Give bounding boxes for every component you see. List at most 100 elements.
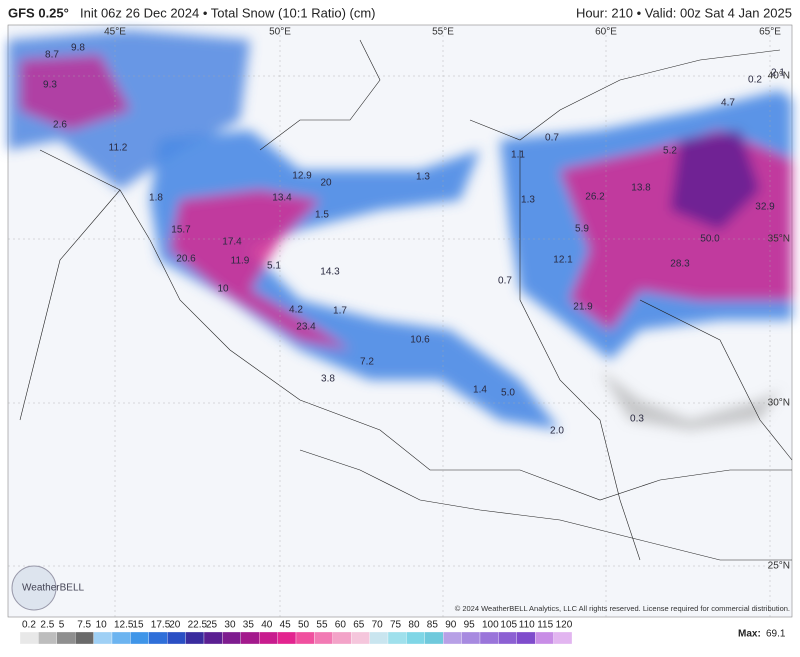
snow-value-label: 14.3 <box>320 267 340 278</box>
colorbar-label: 40 <box>261 620 273 631</box>
snow-value-label: 17.4 <box>222 237 242 248</box>
colorbar-label: 70 <box>372 620 384 631</box>
snow-value-label: 4.2 <box>289 305 303 316</box>
colorbar-swatch <box>516 631 536 645</box>
snow-value-label: 5.9 <box>575 224 589 235</box>
graticule <box>8 25 792 617</box>
colorbar-label: 22.5 <box>188 620 208 631</box>
snow-value-label: 1.3 <box>416 172 430 183</box>
snow-value-label: 32.9 <box>755 202 775 213</box>
snow-value-label: 21.9 <box>573 302 593 313</box>
snow-value-label: 0.2 <box>748 75 762 86</box>
max-label: Max: <box>738 629 761 640</box>
snow-value-label: 1.3 <box>521 195 535 206</box>
colorbar-label: 10 <box>96 620 108 631</box>
colorbar-label: 110 <box>519 620 535 631</box>
colorbar-label: 7.5 <box>77 620 91 631</box>
colorbar-swatch <box>277 631 297 645</box>
colorbar-swatch <box>56 631 76 645</box>
colorbar-swatch <box>259 631 278 645</box>
colorbar-label: 65 <box>353 620 365 631</box>
colorbar-label: 100 <box>482 620 499 631</box>
colorbar-label: 85 <box>427 620 439 631</box>
colorbar-label: 5 <box>59 620 65 631</box>
colorbar-swatch <box>351 631 370 645</box>
colorbar-label: 95 <box>464 620 476 631</box>
snow-value-label: 20 <box>320 178 332 189</box>
snow-value-label: 9.3 <box>43 80 57 91</box>
snow-value-label: 1.1 <box>511 150 525 161</box>
credit: © 2024 WeatherBELL Analytics, LLC All ri… <box>455 604 790 613</box>
colorbar-swatch <box>222 631 241 645</box>
colorbar-label: 45 <box>280 620 292 631</box>
snow-value-label: 23.4 <box>296 322 316 333</box>
snow-value-label: 26.2 <box>585 192 605 203</box>
colorbar-label: 15 <box>132 620 144 631</box>
longitude-label: 60°E <box>595 27 617 38</box>
colorbar-swatch <box>443 631 462 645</box>
snow-value-label: 2.1 <box>771 68 785 79</box>
snow-value-label: 11.9 <box>231 256 250 267</box>
colorbar-label: 2.5 <box>40 620 54 631</box>
colorbar-swatch <box>130 631 149 645</box>
colorbar-label: 35 <box>243 620 255 631</box>
snow-fields <box>8 30 792 430</box>
colorbar-swatch <box>93 631 113 645</box>
longitude-label: 50°E <box>269 27 291 38</box>
colorbar-swatch <box>461 631 481 645</box>
colorbar-swatch <box>111 631 131 645</box>
snow-value-label: 1.8 <box>149 193 163 204</box>
snow-value-label: 0.7 <box>545 133 559 144</box>
colorbar-swatch <box>148 631 168 645</box>
colorbar-label: 30 <box>224 620 236 631</box>
logo: WeatherBELL <box>22 583 85 594</box>
colorbar-swatch <box>75 631 94 645</box>
snow-value-label: 7.2 <box>360 357 374 368</box>
colorbar-label: 50 <box>298 620 310 631</box>
colorbar-label: 0.2 <box>22 620 36 631</box>
snow-value-label: 5.1 <box>267 261 281 272</box>
colorbar-swatch <box>406 631 425 645</box>
colorbar-swatch <box>295 631 315 645</box>
snow-value-label: 12.1 <box>553 255 573 266</box>
latitude-label: 25°N <box>768 561 790 572</box>
snow-value-label: 1.4 <box>473 385 487 396</box>
colorbar-label: 75 <box>390 620 402 631</box>
colorbar-swatch <box>185 631 205 645</box>
latitude-label: 30°N <box>768 398 790 409</box>
snow-value-label: 13.8 <box>631 183 651 194</box>
max-value: 69.1 <box>766 629 786 640</box>
colorbar-label: 60 <box>335 620 347 631</box>
colorbar-swatch <box>369 631 389 645</box>
colorbar-swatch <box>387 631 407 645</box>
snow-value-label: 2.0 <box>550 426 564 437</box>
colorbar-swatch <box>535 631 554 645</box>
snow-value-label: 9.8 <box>71 43 85 54</box>
snow-value-label: 0.3 <box>630 414 644 425</box>
colorbar-swatch <box>479 631 499 645</box>
snow-value-label: 11.2 <box>109 143 128 154</box>
borders <box>19 39 793 561</box>
longitude-label: 65°E <box>759 27 781 38</box>
colorbar-swatch <box>203 631 223 645</box>
snow-value-label: 12.9 <box>292 171 312 182</box>
snow-value-label: 0.7 <box>498 276 512 287</box>
snow-value-label: 8.7 <box>45 50 59 61</box>
valid-info: Hour: 210 • Valid: 00z Sat 4 Jan 2025 <box>576 5 792 20</box>
colorbar-swatch <box>498 631 517 645</box>
snow-value-label: 15.7 <box>171 225 191 236</box>
colorbar-swatch <box>424 631 444 645</box>
colorbar-label: 120 <box>556 620 573 631</box>
colorbar-label: 55 <box>316 620 328 631</box>
model-name: GFS 0.25° <box>8 5 69 20</box>
longitude-label: 55°E <box>432 27 454 38</box>
colorbar-label: 20 <box>169 620 181 631</box>
snow-value-label: 50.0 <box>700 234 720 245</box>
snow-value-label: 5.0 <box>501 388 515 399</box>
colorbar-swatch <box>332 631 352 645</box>
colorbar-swatch <box>553 631 573 645</box>
snow-value-label: 2.6 <box>53 120 67 131</box>
colorbar-swatch <box>240 631 260 645</box>
colorbar-label: 25 <box>206 620 218 631</box>
